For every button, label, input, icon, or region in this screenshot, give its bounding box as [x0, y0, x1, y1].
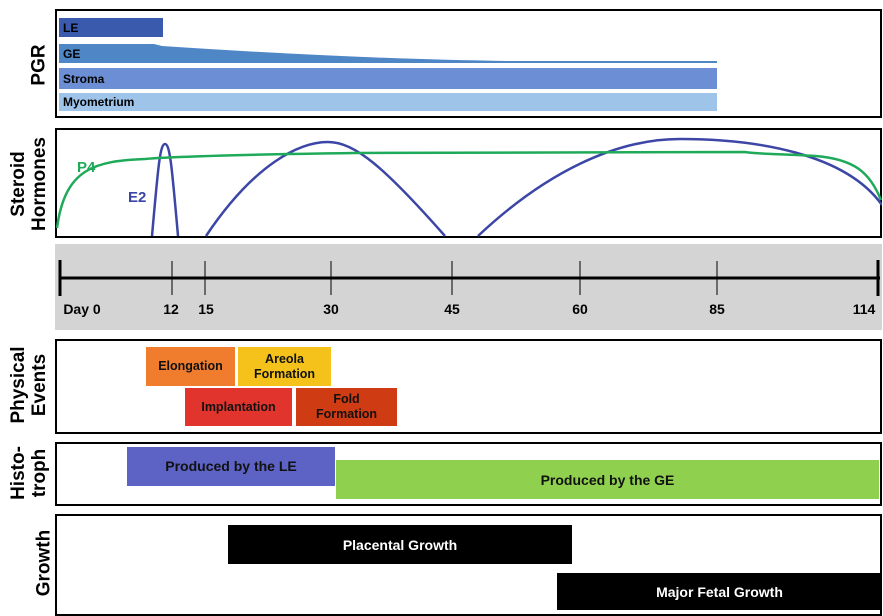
- pgr-bar-stroma-label: Stroma: [63, 71, 105, 86]
- pgr-bar-myometrium: Myometrium: [59, 93, 717, 111]
- pgr-bar-myometrium-label: Myometrium: [63, 95, 135, 109]
- event-implantation: Implantation: [185, 388, 292, 426]
- histotroph-title: Histo- troph: [8, 446, 50, 500]
- timeline-axis: [58, 260, 880, 296]
- histotroph-ge-label: Produced by the GE: [540, 471, 675, 488]
- tick-30: 30: [323, 301, 339, 317]
- tick-45: 45: [444, 301, 460, 317]
- p4-curve: [55, 150, 882, 229]
- physical-title-line1: Physical: [8, 346, 29, 424]
- fetal-growth-bar: Major Fetal Growth: [557, 573, 882, 610]
- e2-label: E2: [128, 189, 146, 206]
- growth-panel: Placental Growth Major Fetal Growth: [55, 514, 882, 616]
- pgr-bar-ge-label: GE: [63, 46, 81, 61]
- e2-curve-3: [477, 137, 882, 237]
- event-elongation: Elongation: [146, 347, 235, 386]
- pgr-bar-ge: GE: [59, 44, 163, 63]
- tick-114: 114: [852, 301, 876, 317]
- placental-growth-bar: Placental Growth: [228, 525, 572, 564]
- hormones-title: Steroid Hormones: [8, 137, 50, 231]
- event-fold-formation: Fold Formation: [296, 388, 397, 426]
- pgr-bar-le: LE: [59, 18, 163, 37]
- hormones-chart: P4 E2: [55, 137, 882, 237]
- histotroph-title-line1: Histo-: [8, 446, 29, 500]
- pgr-panel: LE GE Stroma Myometrium: [55, 9, 882, 118]
- physical-panel: Elongation Areola Formation Implantation…: [55, 339, 882, 434]
- pgr-title: PGR: [28, 44, 50, 86]
- tick-85: 85: [709, 301, 725, 317]
- histotroph-ge-bar: Produced by the GE: [336, 460, 879, 499]
- histotroph-title-line2: troph: [29, 448, 50, 498]
- pgr-bar-le-label: LE: [63, 20, 79, 35]
- pgr-bar-stroma: Stroma: [59, 68, 717, 89]
- tick-15: 15: [198, 301, 214, 317]
- placental-growth-label: Placental Growth: [342, 536, 458, 553]
- hormones-panel: P4 E2: [55, 128, 882, 238]
- timeline-band: Day 0 12 15 30 45 60 85 114: [55, 244, 882, 330]
- hormones-title-line2: Hormones: [29, 137, 50, 231]
- physical-title-line2: Events: [29, 353, 50, 417]
- physical-title: Physical Events: [8, 346, 50, 423]
- tick-day-0: Day 0: [63, 301, 101, 317]
- histotroph-le-bar: Produced by the LE: [127, 447, 335, 486]
- e2-curve: [150, 142, 180, 237]
- event-areola-formation: Areola Formation: [238, 347, 331, 386]
- fetal-growth-label: Major Fetal Growth: [656, 583, 783, 600]
- e2-curve-2: [204, 140, 446, 237]
- growth-title: Growth: [33, 529, 55, 597]
- tick-60: 60: [572, 301, 588, 317]
- pgr-ge-taper: [59, 44, 717, 63]
- histotroph-panel: Produced by the LE Produced by the GE: [55, 442, 882, 506]
- histotroph-le-label: Produced by the LE: [165, 458, 297, 474]
- hormones-title-line1: Steroid: [8, 151, 29, 217]
- tick-12: 12: [163, 301, 179, 317]
- p4-label: P4: [77, 159, 96, 176]
